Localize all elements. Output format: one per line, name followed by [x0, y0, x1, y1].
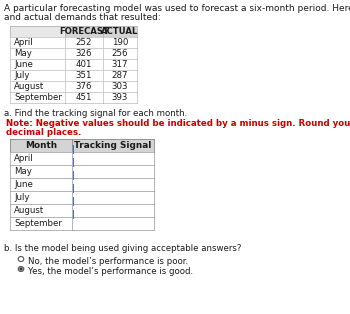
- Text: June: June: [14, 180, 33, 189]
- Text: 351: 351: [76, 71, 92, 80]
- Text: April: April: [14, 38, 34, 47]
- Text: ACTUAL: ACTUAL: [101, 27, 139, 36]
- Text: FORECAST: FORECAST: [59, 27, 109, 36]
- Text: 190: 190: [112, 38, 128, 47]
- Text: No, the model’s performance is poor.: No, the model’s performance is poor.: [28, 257, 188, 266]
- Text: b. Is the model being used giving acceptable answers?: b. Is the model being used giving accept…: [4, 244, 241, 253]
- Text: 252: 252: [76, 38, 92, 47]
- Text: A particular forecasting model was used to forecast a six-month period. Here are: A particular forecasting model was used …: [4, 4, 350, 13]
- Text: July: July: [14, 71, 29, 80]
- Text: June: June: [14, 60, 33, 69]
- Text: 326: 326: [76, 49, 92, 58]
- Text: 317: 317: [112, 60, 128, 69]
- Text: and actual demands that resulted:: and actual demands that resulted:: [4, 13, 161, 22]
- Text: decimal places.: decimal places.: [6, 128, 81, 137]
- Text: 376: 376: [76, 82, 92, 91]
- Text: May: May: [14, 167, 32, 176]
- Text: September: September: [14, 219, 62, 228]
- Text: 256: 256: [112, 49, 128, 58]
- Text: Yes, the model’s performance is good.: Yes, the model’s performance is good.: [28, 267, 193, 276]
- Text: a. Find the tracking signal for each month.: a. Find the tracking signal for each mon…: [4, 109, 187, 118]
- Text: August: August: [14, 206, 44, 215]
- Text: May: May: [14, 49, 32, 58]
- Text: Tracking Signal: Tracking Signal: [74, 141, 152, 150]
- Text: 393: 393: [112, 93, 128, 102]
- Text: Month: Month: [25, 141, 57, 150]
- Text: August: August: [14, 82, 44, 91]
- Text: 287: 287: [112, 71, 128, 80]
- Text: September: September: [14, 93, 62, 102]
- Text: July: July: [14, 193, 29, 202]
- Text: 451: 451: [76, 93, 92, 102]
- Text: April: April: [14, 154, 34, 163]
- Text: Note: Negative values should be indicated by a minus sign. Round your answers to: Note: Negative values should be indicate…: [6, 119, 350, 128]
- Text: 303: 303: [112, 82, 128, 91]
- Text: 401: 401: [76, 60, 92, 69]
